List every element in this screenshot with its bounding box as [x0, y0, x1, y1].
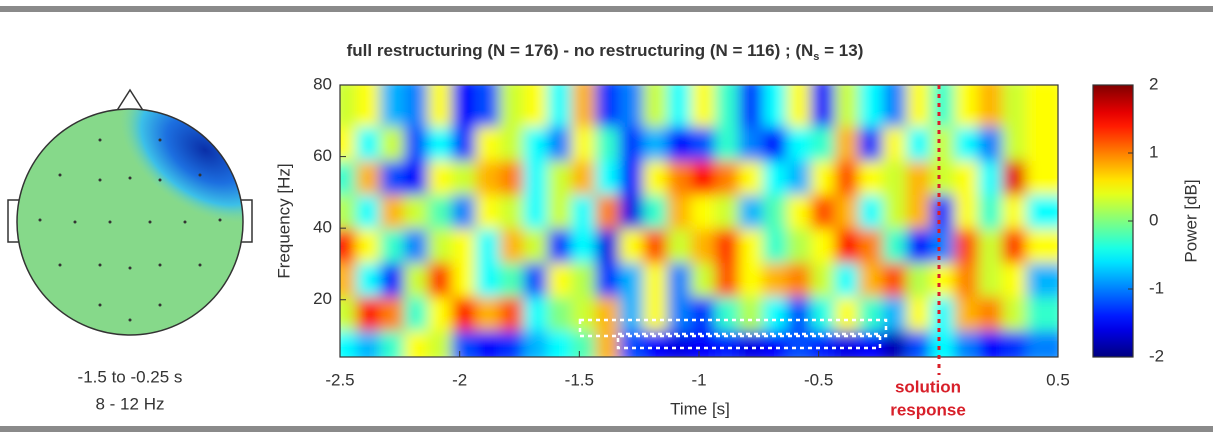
colorbar-tick-label: -1	[1149, 278, 1164, 297]
topomap-window: -1.5 to -0.25 s	[78, 367, 183, 386]
title-subscript: s	[813, 51, 819, 63]
x-axis-label: Time [s]	[670, 399, 730, 418]
x-tick-label: -2	[452, 370, 467, 389]
annotation: solution	[895, 377, 961, 396]
x-tick-label: -1.5	[565, 370, 594, 389]
y-tick-label: 40	[313, 218, 332, 237]
colorbar-tick-label: 1	[1149, 142, 1158, 161]
x-tick-label: -1	[691, 370, 706, 389]
y-tick-label: 80	[313, 74, 332, 93]
electrodes	[38, 138, 222, 322]
window-box	[616, 332, 882, 350]
heatmap	[340, 85, 1058, 357]
bottom-rule	[0, 426, 1213, 432]
y-tick-label: 60	[313, 146, 332, 165]
title-main: full restructuring (N = 176) - no restru…	[347, 41, 814, 60]
topomap	[7, 88, 253, 336]
head-outline	[16, 108, 244, 336]
colorbar-tick-label: 2	[1149, 74, 1158, 93]
window-boxes	[578, 318, 888, 350]
heatmap-cell	[1026, 85, 1058, 127]
heatmap-cells	[340, 85, 1058, 357]
colorbar	[1092, 84, 1134, 358]
y-tick-label: 20	[313, 289, 332, 308]
title-end: = 13)	[819, 41, 863, 60]
colorbar-tick-label: 0	[1149, 210, 1158, 229]
annotation: response	[890, 400, 966, 419]
x-tick-label: -0.5	[804, 370, 833, 389]
colorbar-label: Power [dB]	[1181, 179, 1200, 262]
x-tick-label: -2.5	[325, 370, 354, 389]
title: full restructuring (N = 176) - no restru…	[347, 41, 864, 62]
top-rule	[0, 6, 1213, 12]
x-tick-label: 0.5	[1046, 370, 1070, 389]
y-axis-label: Frequency [Hz]	[274, 163, 293, 278]
colorbar-tick-label: -2	[1149, 346, 1164, 365]
topomap-band: 8 - 12 Hz	[96, 394, 165, 413]
window-box	[578, 318, 888, 338]
